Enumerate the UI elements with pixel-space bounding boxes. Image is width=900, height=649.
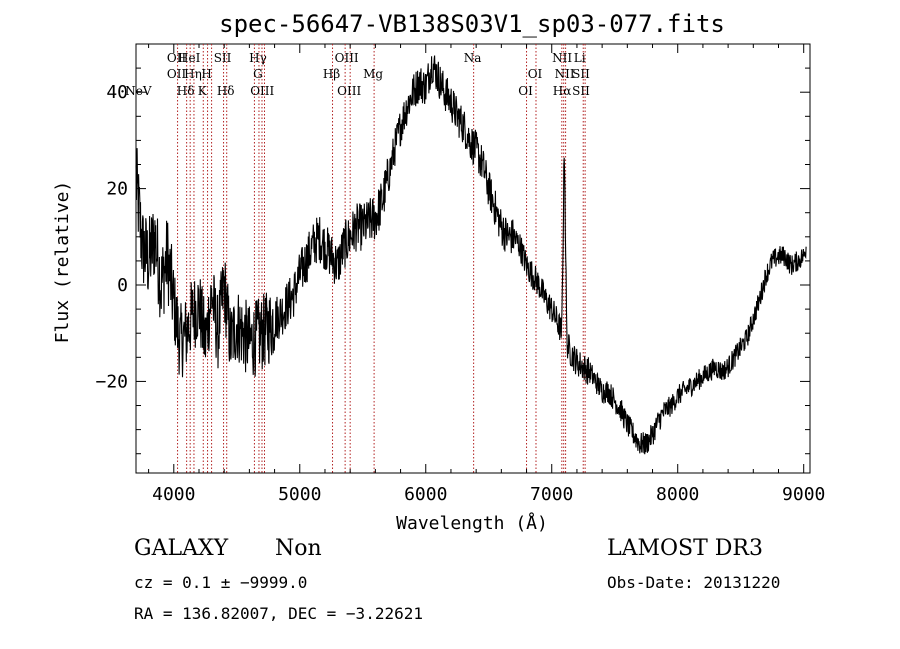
emission-line-label: K [198,84,208,98]
axis-ticks: 4000 5000 6000 7000 8000 9000 −20 0 20 40 [95,44,825,505]
emission-line-label: Hγ [249,51,267,65]
x-axis-label: Wavelength (Å) [396,512,548,534]
x-tick-label: 8000 [656,484,699,505]
emission-line-label: OII [167,51,187,65]
emission-line-label: HeI [178,51,201,65]
redshift-text: cz = 0.1 ± −9999.0 [134,573,308,592]
emission-line-label: NII [555,67,575,81]
y-axis-label: Flux (relative) [52,181,73,344]
emission-line-label: NeV [125,84,152,98]
object-class-label: GALAXY [134,536,229,561]
object-subclass-label: Non [275,536,322,561]
x-tick-label: 9000 [782,484,825,505]
x-tick-label: 4000 [152,484,195,505]
x-tick-label: 6000 [404,484,447,505]
emission-line-label: SII [214,51,232,65]
emission-line-label: Hβ [323,67,340,81]
emission-line-label: Na [464,51,482,65]
emission-line-label: Hδ [217,84,235,98]
emission-line-label: OI [518,84,533,98]
emission-line-label: Li [574,51,586,65]
emission-line-label: SII [572,67,590,81]
emission-line-label: Hη [184,67,202,81]
spectrum-series-line [135,55,807,455]
x-tick-label: 5000 [278,484,321,505]
observation-date-text: Obs-Date: 20131220 [607,573,781,592]
survey-label: LAMOST DR3 [607,536,763,561]
coordinates-text: RA = 136.82007, DEC = −3.22621 [134,604,423,623]
y-tick-label: 0 [117,275,128,296]
chart-title: spec-56647-VB138S03V1_sp03-077.fits [219,10,725,38]
emission-line-label: OIII [250,84,274,98]
y-tick-label: 20 [106,179,128,200]
emission-line-markers [177,44,586,473]
emission-line-label: OII [167,67,187,81]
x-tick-label: 7000 [530,484,573,505]
emission-line-label: Hδ [177,84,195,98]
y-tick-label: −20 [95,371,128,392]
emission-line-label: Hα [553,84,572,98]
emission-line-label: H [201,67,211,81]
emission-line-label: OIII [337,84,361,98]
emission-line-label: SII [572,84,590,98]
emission-line-label: OIII [335,51,359,65]
plot-frame [135,43,811,474]
emission-line-labels: NeVOIIOIIHδHeIHηKHSIIHδHγGOIIIOIIIHβOIII… [125,51,590,98]
y-tick-label: 40 [106,82,128,103]
emission-line-label: Mg [363,67,383,81]
emission-line-label: OI [528,67,543,81]
emission-line-label: NII [552,51,572,65]
emission-line-label: G [253,67,263,81]
